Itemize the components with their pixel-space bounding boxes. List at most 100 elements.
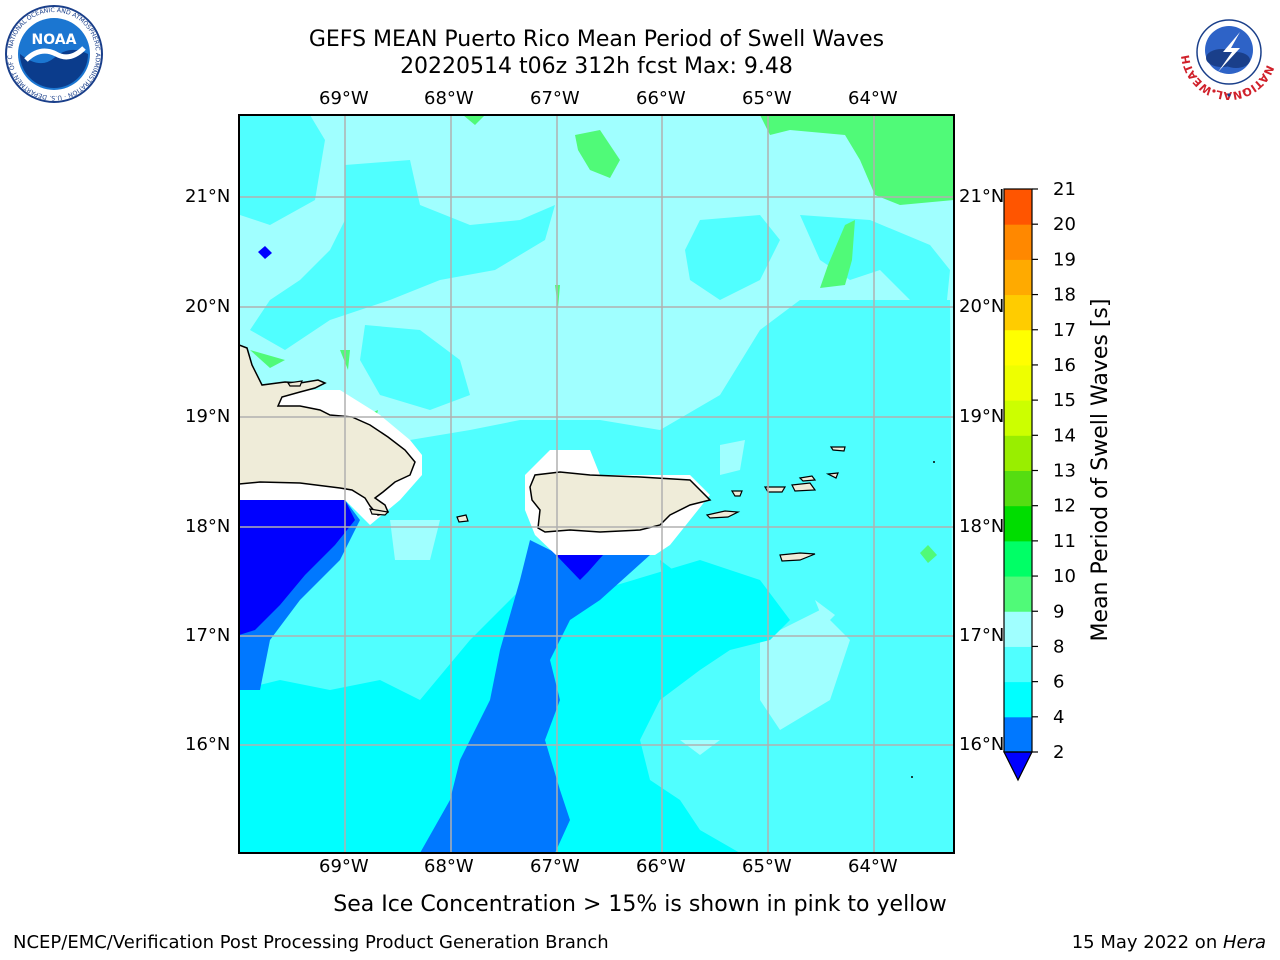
island-virgin-islands — [763, 472, 839, 493]
contour-band-9-10 — [820, 220, 855, 288]
chart-title-line1: GEFS MEAN Puerto Rico Mean Period of Swe… — [308, 27, 885, 52]
contour-band-9-10 — [575, 130, 620, 178]
colorbar-cell — [1004, 435, 1032, 471]
lat-label-left: 20°N — [185, 296, 231, 317]
island-anegada — [829, 446, 846, 452]
sea-ice-note: Sea Ice Concentration > 15% is shown in … — [333, 892, 947, 917]
contour-band-2-4 — [420, 540, 650, 853]
map-frame — [238, 114, 955, 854]
graticule — [239, 115, 954, 853]
colorbar-tick-label: 16 — [1053, 355, 1076, 376]
colorbar-cell — [1004, 681, 1032, 718]
contour-band-below-2 — [556, 555, 603, 580]
island-tortuga — [286, 380, 303, 387]
colorbar-cell — [1004, 189, 1032, 225]
land-puerto-rico — [529, 471, 712, 533]
lon-label-bottom: 68°W — [424, 856, 474, 877]
contour-band-9-10 — [760, 115, 954, 205]
contour-band-9-10 — [920, 545, 937, 563]
colorbar-cell — [1004, 646, 1032, 683]
island-vieques — [705, 510, 741, 519]
colorbar-cell — [1004, 716, 1032, 753]
contour-band-below-2 — [239, 500, 355, 635]
island-culebra — [730, 490, 743, 497]
colorbar-tick-label: 15 — [1053, 390, 1076, 411]
lon-label-top: 66°W — [636, 88, 686, 109]
colorbar-label: Mean Period of Swell Waves [s] — [1088, 299, 1113, 642]
colorbar-tick-label: 11 — [1053, 531, 1076, 552]
colorbar-tick-label: 2 — [1053, 742, 1064, 763]
colorbar-tick-label: 20 — [1053, 214, 1076, 235]
colorbar-tick-label: 12 — [1053, 496, 1076, 517]
lat-label-left: 21°N — [185, 186, 231, 207]
lat-label-right: 19°N — [959, 406, 1005, 427]
contour-band-9-10 — [250, 350, 285, 368]
lon-label-bottom: 66°W — [636, 856, 686, 877]
contour-band-8-9 — [390, 520, 440, 560]
colorbar-tick-label: 17 — [1053, 320, 1076, 341]
lat-label-right: 21°N — [959, 186, 1005, 207]
contour-band-6-8 — [250, 160, 555, 350]
colorbar-tick-label: 8 — [1053, 636, 1064, 657]
colorbar: 2 4 6 8 9 10 11 12 13 14 15 16 17 18 19 20 21 Mean Perio… — [1003, 179, 1113, 782]
land-hispaniola — [239, 344, 416, 516]
lat-label-left: 16°N — [185, 734, 231, 755]
lat-label-left: 19°N — [185, 406, 231, 427]
machine-name: Hera — [1222, 932, 1266, 953]
date-text: 15 May 2022 on — [1071, 932, 1223, 953]
lon-label-bottom: 69°W — [319, 856, 369, 877]
contour-band-8-9 — [720, 440, 745, 475]
colorbar-tick-label: 6 — [1053, 672, 1064, 693]
contour-band-6-8 — [685, 215, 780, 300]
lon-label-top: 64°W — [848, 88, 898, 109]
lat-label-right: 18°N — [959, 516, 1005, 537]
contour-band-8-9 — [815, 600, 835, 625]
colorbar-tick-label: 21 — [1053, 179, 1076, 200]
colorbar-cell — [1004, 400, 1032, 436]
contour-band-9-10 — [463, 115, 485, 125]
contour-band-6-8 — [800, 215, 950, 320]
colorbar-cell — [1004, 224, 1032, 260]
island-st-croix — [779, 552, 816, 562]
colorbar-cell — [1004, 576, 1032, 612]
lon-label-bottom: 64°W — [848, 856, 898, 877]
lon-label-top: 67°W — [530, 88, 580, 109]
colorbar-cell — [1004, 611, 1032, 647]
lat-label-right: 20°N — [959, 296, 1005, 317]
island-mona — [456, 514, 469, 523]
contour-band-4-6 — [660, 560, 700, 620]
lat-label-right: 16°N — [959, 734, 1005, 755]
lon-label-top: 65°W — [742, 88, 792, 109]
colorbar-cell — [1004, 294, 1032, 331]
contour-band-6-8 — [360, 325, 470, 410]
credit-text: NCEP/EMC/Verification Post Processing Pr… — [13, 932, 609, 953]
lon-label-top: 68°W — [424, 88, 474, 109]
colorbar-cell — [1004, 259, 1032, 296]
colorbar-tick-label: 9 — [1053, 601, 1064, 622]
colorbar-cell — [1004, 329, 1032, 366]
contour-band-8-9 — [760, 610, 850, 730]
lat-label-left: 17°N — [185, 625, 231, 646]
contour-band-below-2 — [258, 246, 272, 259]
lon-label-bottom: 67°W — [530, 856, 580, 877]
colorbar-tick-label: 14 — [1053, 425, 1076, 446]
lon-label-top: 69°W — [319, 88, 369, 109]
noaa-logo: NATIONAL OCEANIC AND ATMOSPHERIC ADMINIS… — [4, 4, 103, 103]
colorbar-cell — [1004, 364, 1032, 401]
date-stamp: 15 May 2022 on Hera — [1072, 933, 1266, 953]
colorbar-cell — [1004, 470, 1032, 507]
noaa-logo-text: NOAA — [32, 32, 77, 48]
colorbar-tick-label: 10 — [1053, 566, 1076, 587]
colorbar-cell — [1004, 540, 1032, 577]
colorbar-cell — [1004, 505, 1032, 542]
colorbar-tick-label: 19 — [1053, 249, 1076, 270]
lat-label-right: 17°N — [959, 625, 1005, 646]
contour-band-8-9 — [680, 740, 720, 755]
lat-label-left: 18°N — [185, 516, 231, 537]
nws-logo: NATIONAL WEATHER SERVICE — [1178, 2, 1277, 102]
colorbar-under-extension — [1003, 751, 1033, 782]
lon-label-bottom: 65°W — [742, 856, 792, 877]
island-saona — [369, 508, 390, 516]
colorbar-tick-label: 4 — [1053, 707, 1064, 728]
